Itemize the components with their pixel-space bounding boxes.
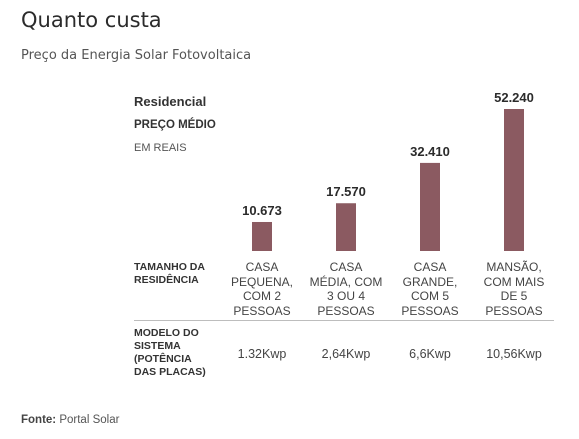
category-line: 3 OU 4	[326, 289, 365, 303]
bar	[504, 109, 524, 251]
chart-title: Residencial	[134, 94, 207, 109]
page-subtitle: Preço da Energia Solar Fotovoltaica	[21, 48, 252, 63]
size-header-line: RESIDÊNCIA	[134, 274, 199, 286]
bar	[336, 203, 356, 251]
category-line: MANSÃO,	[486, 260, 542, 274]
bar-value-label: 52.240	[494, 90, 534, 105]
category-line: CASA	[245, 260, 279, 274]
system-value: 2,64Kwp	[321, 347, 371, 361]
category-line: COM MAIS	[483, 274, 545, 289]
category-line: PESSOAS	[485, 303, 543, 318]
size-row-header: TAMANHO DA RESIDÊNCIA	[134, 261, 224, 287]
page-title: Quanto custa	[21, 8, 162, 32]
category-line: PESSOAS	[233, 303, 291, 318]
category-line: PEQUENA,	[230, 274, 293, 289]
bar-value-label: 17.570	[326, 184, 366, 199]
system-header-line: DAS PLACAS)	[134, 366, 206, 378]
category-line: CASA	[329, 260, 363, 274]
category-cell: MANSÃO, COM MAIS DE 5 PESSOAS	[476, 260, 552, 318]
system-header-line: (POTÊNCIA	[134, 353, 192, 365]
chart-unit-label: EM REAIS	[134, 142, 187, 154]
chart-measure-label: PREÇO MÉDIO	[134, 119, 216, 131]
system-value: 1.32Kwp	[237, 347, 287, 361]
size-header-line: TAMANHO DA	[134, 261, 205, 273]
category-line: CASA	[413, 260, 447, 274]
category-line: GRANDE,	[402, 274, 458, 289]
system-value: 6,6Kwp	[409, 347, 451, 361]
source-note: Fonte: Portal Solar	[21, 414, 119, 426]
category-line: COM 2	[242, 289, 281, 303]
system-header-line: MODELO DO	[134, 327, 199, 339]
category-line: DE 5	[500, 289, 528, 303]
table-divider	[134, 320, 554, 321]
system-header-line: SISTEMA	[134, 340, 181, 352]
category-line: PESSOAS	[317, 303, 375, 318]
bar	[252, 221, 272, 251]
source-text: Portal Solar	[56, 414, 120, 426]
system-value: 10,56Kwp	[486, 347, 542, 361]
category-cell: CASA GRANDE, COM 5 PESSOAS	[392, 260, 468, 318]
category-line: MÉDIA, COM	[309, 274, 383, 289]
bar	[420, 162, 440, 251]
category-line: COM 5	[410, 289, 449, 303]
category-cell: CASA MÉDIA, COM 3 OU 4 PESSOAS	[308, 260, 384, 318]
system-row-header: MODELO DO SISTEMA (POTÊNCIA DAS PLACAS)	[134, 327, 224, 379]
category-cell: CASA PEQUENA, COM 2 PESSOAS	[224, 260, 300, 318]
source-label: Fonte:	[21, 414, 57, 426]
bar-value-label: 10.673	[242, 203, 282, 218]
category-line: PESSOAS	[401, 303, 459, 318]
bar-value-label: 32.410	[410, 144, 450, 159]
